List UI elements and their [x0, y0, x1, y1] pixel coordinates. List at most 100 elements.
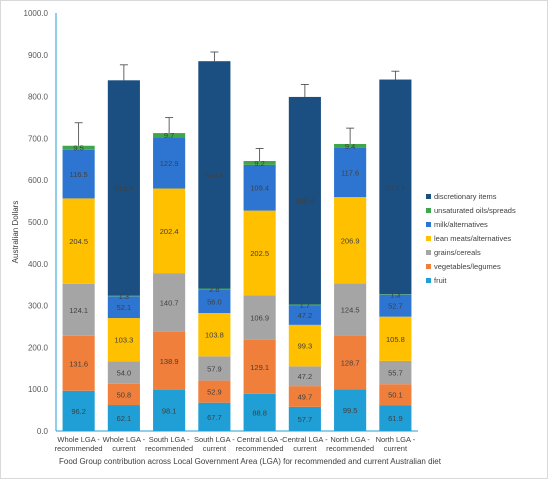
y-tick-label: 300.0: [28, 302, 49, 311]
category-label: Central LGA -: [282, 435, 328, 444]
data-label: 99.3: [298, 342, 313, 351]
data-label: 1.3: [119, 292, 129, 301]
bar-segment-lean-meats-alternatives: [198, 312, 231, 357]
data-label: 57.9: [207, 364, 222, 373]
data-label: 140.7: [160, 299, 179, 308]
bar-segment-milk-alternatives: [334, 147, 367, 198]
bar-segment-discretionary-items: [198, 61, 231, 289]
bar-segment-lean-meats-alternatives: [243, 210, 276, 296]
bar-segment-unsaturated-oils-spreads: [198, 288, 231, 290]
legend-label: milk/alternatives: [434, 220, 488, 229]
bar-segment-lean-meats-alternatives: [107, 318, 140, 362]
data-label: 9.4: [345, 142, 355, 151]
data-label: 109.4: [250, 184, 269, 193]
bar-segment-discretionary-items: [288, 96, 321, 305]
bar-segment-lean-meats-alternatives: [379, 316, 412, 361]
category-label: Whole LGA -: [57, 435, 100, 444]
data-label: 1.7: [300, 301, 310, 310]
segment-labels: 96.2 131.6 124.1 204.5 116.5 9.5 62.1 50.8 54.0 1…: [69, 131, 405, 424]
y-tick-label: 600.0: [28, 176, 49, 185]
bar-segment-vegetables-legumes: [107, 383, 140, 406]
bar-segment-unsaturated-oils-spreads: [153, 133, 186, 138]
category-label: North LGA -: [376, 435, 416, 444]
legend-label: discretionary items: [434, 192, 497, 201]
bar-segment-vegetables-legumes: [243, 339, 276, 394]
bar-segment-vegetables-legumes: [334, 335, 367, 390]
y-tick-label: 400.0: [28, 260, 49, 269]
data-label: 124.1: [69, 306, 88, 315]
bar-segment-unsaturated-oils-spreads: [62, 145, 95, 150]
bar-segment-unsaturated-oils-spreads: [107, 295, 140, 297]
bar-segment-unsaturated-oils-spreads: [288, 304, 321, 306]
bar-segment-grains-cereals: [153, 273, 186, 332]
y-tick-label: 100.0: [28, 385, 49, 394]
bar-segment-milk-alternatives: [153, 137, 186, 189]
data-label: 206.9: [341, 236, 360, 245]
data-label: 515.4: [114, 184, 133, 193]
y-tick-label: 800.0: [28, 93, 49, 102]
legend-swatch: [426, 208, 431, 213]
bars: [62, 61, 412, 431]
legend-label: grains/cereals: [434, 248, 481, 257]
bar-segment-fruit: [107, 405, 140, 431]
data-label: 9.7: [164, 131, 174, 140]
data-label: 50.1: [388, 391, 403, 400]
data-label: 47.2: [298, 311, 313, 320]
data-label: 204.5: [69, 237, 88, 246]
data-label: 105.8: [386, 335, 405, 344]
category-label: North LGA -: [330, 435, 370, 444]
data-label: 117.6: [341, 169, 359, 178]
data-label: 52.7: [388, 302, 403, 311]
data-label: 61.9: [388, 414, 403, 423]
bar-segment-milk-alternatives: [288, 305, 321, 325]
data-label: 99.5: [343, 406, 358, 415]
legend-label: lean meats/alternatives: [434, 234, 511, 243]
bar-segment-grains-cereals: [379, 360, 412, 385]
bar-segment-vegetables-legumes: [198, 380, 231, 403]
legend: discretionary items unsaturated oils/spre…: [426, 192, 516, 285]
legend-label: unsaturated oils/spreads: [434, 206, 516, 215]
x-axis-title: Food Group contribution across Local Gov…: [59, 457, 442, 466]
data-label: 56.0: [207, 297, 222, 306]
bar-segment-fruit: [334, 389, 367, 431]
category-label: recommended: [55, 444, 103, 453]
bar-segment-discretionary-items: [379, 79, 412, 295]
y-tick-labels: 0.0 100.0 200.0 300.0 400.0 500.0 600.0 700.0 80…: [24, 9, 49, 436]
data-label: 50.8: [117, 390, 132, 399]
category-label: recommended: [326, 444, 374, 453]
category-label: current: [112, 444, 136, 453]
category-label: South LGA -: [149, 435, 190, 444]
bar-segment-vegetables-legumes: [62, 335, 95, 391]
bar-segment-lean-meats-alternatives: [153, 188, 186, 274]
bar-segment-vegetables-legumes: [379, 384, 412, 406]
y-axis-title: Australian Dollars: [11, 201, 20, 264]
bar-segment-lean-meats-alternatives: [62, 198, 95, 284]
bar-segment-fruit: [243, 393, 276, 431]
bar-segment-grains-cereals: [243, 295, 276, 340]
bar-segment-lean-meats-alternatives: [334, 197, 367, 284]
y-tick-label: 1000.0: [24, 9, 49, 18]
category-label: current: [203, 444, 227, 453]
data-label: 496.4: [295, 197, 314, 206]
data-label: 9.5: [73, 144, 83, 153]
y-tick-label: 700.0: [28, 134, 49, 143]
data-label: 67.7: [207, 413, 222, 422]
data-label: 513.3: [386, 183, 405, 192]
bar-segment-fruit: [62, 390, 95, 431]
category-label: current: [384, 444, 408, 453]
data-label: 49.7: [298, 392, 313, 401]
category-label: South LGA -: [194, 435, 235, 444]
legend-swatch: [426, 278, 431, 283]
data-label: 1.3: [390, 290, 400, 299]
bar-segment-milk-alternatives: [243, 164, 276, 211]
data-label: 138.9: [160, 357, 179, 366]
y-tick-label: 200.0: [28, 343, 49, 352]
y-tick-label: 0.0: [37, 427, 49, 436]
data-label: 202.4: [160, 227, 179, 236]
data-label: 122.9: [160, 159, 179, 168]
bar-segment-lean-meats-alternatives: [288, 324, 321, 367]
bar-segment-grains-cereals: [288, 366, 321, 387]
data-label: 57.7: [298, 415, 313, 424]
